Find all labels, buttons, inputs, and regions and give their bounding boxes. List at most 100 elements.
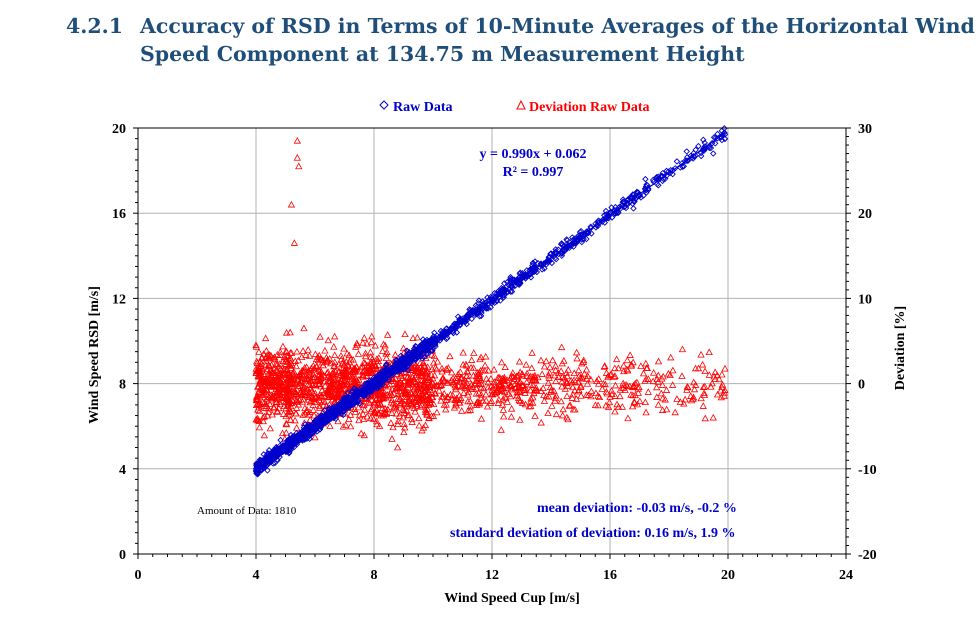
deviation-point [415, 421, 423, 429]
deviation-point [489, 384, 497, 391]
deviation-point [339, 380, 347, 388]
deviation-point [271, 381, 279, 389]
deviation-point [701, 367, 709, 375]
deviation-point [253, 383, 262, 390]
deviation-point [619, 361, 628, 369]
deviation-point [415, 414, 423, 422]
deviation-point [274, 362, 283, 370]
deviation-point [375, 422, 384, 429]
deviation-point [699, 383, 708, 390]
deviation-point [699, 402, 707, 409]
raw-data-point [695, 142, 702, 150]
deviation-point [368, 396, 376, 403]
deviation-point [411, 407, 419, 415]
deviation-point [558, 382, 566, 390]
y-tick-label: 20 [112, 122, 126, 137]
deviation-point [316, 354, 325, 362]
deviation-point [318, 386, 326, 394]
deviation-point [709, 413, 717, 421]
deviation-point [544, 409, 552, 416]
deviation-point [641, 398, 650, 406]
deviation-point [282, 348, 291, 355]
raw-data-point [569, 234, 576, 241]
deviation-point [403, 406, 411, 414]
deviation-point [255, 407, 264, 414]
deviation-point [360, 431, 368, 439]
deviation-point [348, 362, 356, 370]
deviation-point [352, 374, 360, 382]
deviation-point [265, 362, 274, 369]
deviation-point [273, 397, 281, 405]
deviation-point [331, 376, 340, 384]
deviation-point [366, 414, 375, 422]
deviation-point [311, 350, 320, 358]
deviation-point [313, 398, 321, 405]
deviation-point [331, 380, 339, 388]
raw-data-point [711, 140, 719, 147]
deviation-point [631, 391, 639, 399]
deviation-point [636, 397, 644, 405]
deviation-point [606, 393, 614, 400]
deviation-point [367, 353, 375, 360]
raw-data-point [603, 215, 610, 222]
deviation-point [401, 423, 409, 431]
deviation-point [698, 360, 707, 368]
raw-data-point [283, 446, 290, 454]
deviation-point [401, 330, 409, 338]
deviation-point [293, 347, 301, 355]
deviation-point [583, 375, 591, 382]
deviation-point [484, 383, 492, 391]
raw-data-point [721, 125, 728, 132]
deviation-point [523, 369, 531, 377]
raw-data-point [493, 298, 501, 305]
deviation-point [601, 362, 609, 369]
deviation-point [507, 412, 516, 420]
deviation-point [446, 352, 454, 360]
deviation-point [554, 369, 563, 376]
deviation-point [528, 349, 536, 356]
deviation-point [498, 387, 506, 394]
deviation-point [428, 351, 436, 358]
deviation-point [360, 405, 369, 413]
deviation-point [311, 393, 320, 401]
deviation-point [569, 390, 577, 398]
deviation-point [360, 367, 368, 374]
deviation-point [587, 392, 595, 400]
deviation-point [477, 393, 485, 401]
deviation-point [282, 355, 290, 363]
deviation-point [454, 374, 462, 381]
raw-data-point [258, 465, 265, 473]
raw-data-point [379, 368, 387, 376]
deviation-point [540, 362, 549, 370]
deviation-point [611, 381, 620, 389]
deviation-point [400, 400, 409, 407]
deviation-point [300, 383, 308, 390]
deviation-point [652, 383, 661, 391]
deviation-point [303, 406, 311, 413]
deviation-point [531, 412, 539, 419]
deviation-point [299, 395, 308, 403]
deviation-point [649, 368, 658, 376]
raw-data-point [508, 288, 516, 295]
deviation-point [575, 366, 583, 374]
raw-data-point [463, 320, 470, 328]
raw-data-point [484, 294, 491, 301]
raw-data-point [484, 300, 492, 307]
deviation-point [373, 355, 381, 362]
deviation-point [345, 415, 353, 423]
deviation-point [359, 371, 367, 379]
deviation-point [284, 395, 292, 402]
deviation-point [337, 391, 345, 398]
x-tick-label: 4 [253, 568, 260, 583]
deviation-point [306, 416, 314, 423]
deviation-point [301, 404, 309, 411]
deviation-point [344, 361, 353, 369]
raw-data-point [308, 431, 315, 438]
deviation-point [526, 386, 535, 394]
deviation-point [516, 377, 524, 385]
deviation-point [416, 369, 424, 376]
raw-data-point [339, 411, 347, 419]
deviation-point [499, 406, 508, 413]
deviation-point [316, 333, 324, 340]
deviation-point [495, 373, 503, 381]
